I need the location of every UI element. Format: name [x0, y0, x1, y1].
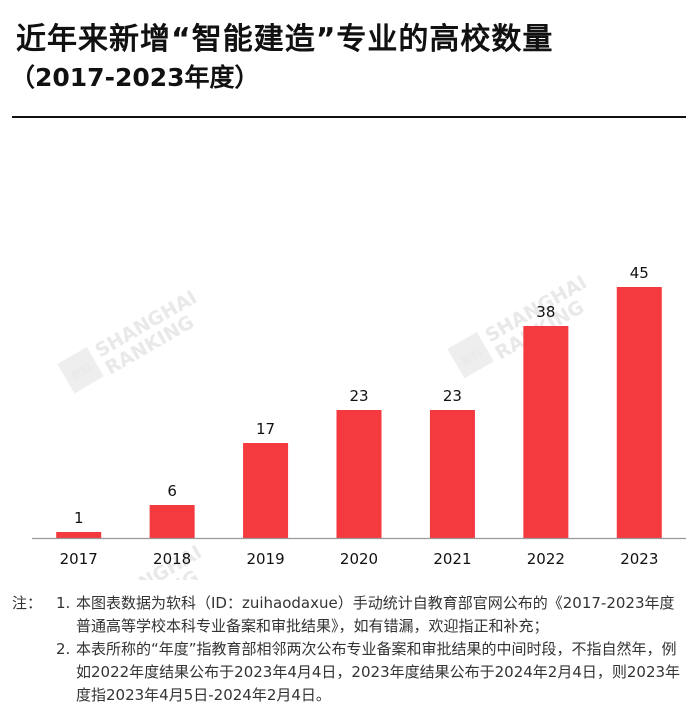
bar-chart: 软科SHANGHAIRANKING软科SHANGHAIRANKING软科SHAN… — [32, 264, 686, 580]
bar-2021 — [429, 410, 475, 538]
tick-label-2021: 2021 — [433, 550, 471, 568]
data-label-2019: 17 — [256, 420, 275, 438]
note-prefix-spacer — [12, 638, 56, 707]
bar-2020 — [336, 410, 382, 538]
bar-2019 — [243, 443, 289, 538]
tick-label-2020: 2020 — [340, 550, 378, 568]
note-1: 注： 1. 本图表数据为软科（ID：zuihaodaxue）手动统计自教育部官网… — [12, 592, 688, 638]
data-label-2022: 38 — [536, 303, 555, 321]
note-2-text: 本表所称的“年度”指教育部相邻两次公布专业备案和审批结果的中间时段，不指自然年，… — [76, 640, 681, 704]
notes-section: 注： 1. 本图表数据为软科（ID：zuihaodaxue）手动统计自教育部官网… — [12, 592, 688, 707]
chart-subtitle: （2017-2023年度） — [10, 63, 260, 92]
note-1-number: 1. — [56, 594, 71, 612]
tick-label-2018: 2018 — [153, 550, 191, 568]
chart-title: 近年来新增“智能建造”专业的高校数量 — [16, 22, 554, 57]
data-label-2018: 6 — [167, 482, 177, 500]
bars-group — [56, 287, 662, 538]
tick-label-2017: 2017 — [60, 550, 98, 568]
bar-2018 — [149, 505, 195, 538]
note-2-number: 2. — [56, 640, 71, 658]
tick-label-2019: 2019 — [246, 550, 284, 568]
note-prefix: 注： — [12, 594, 43, 612]
watermark-logo-icon — [447, 331, 494, 379]
watermarks: 软科SHANGHAIRANKING软科SHANGHAIRANKING软科SHAN… — [57, 271, 591, 580]
tick-label-2022: 2022 — [527, 550, 565, 568]
note-2: 2. 本表所称的“年度”指教育部相邻两次公布专业备案和审批结果的中间时段，不指自… — [12, 638, 688, 707]
data-label-2023: 45 — [630, 264, 649, 282]
data-label-2017: 1 — [74, 509, 84, 527]
bar-2017 — [56, 532, 102, 538]
bar-2022 — [523, 326, 569, 538]
data-label-2020: 23 — [349, 387, 368, 405]
data-labels-group: 1 6 17 23 23 38 45 — [74, 264, 649, 527]
note-1-text: 本图表数据为软科（ID：zuihaodaxue）手动统计自教育部官网公布的《20… — [76, 594, 675, 635]
watermark-logo-icon — [57, 346, 104, 394]
tick-label-2023: 2023 — [620, 550, 658, 568]
data-label-2021: 23 — [443, 387, 462, 405]
tick-labels-group: 2017 2018 2019 2020 2021 2022 2023 — [60, 550, 659, 568]
title-divider — [12, 116, 686, 118]
bar-2023 — [616, 287, 662, 538]
